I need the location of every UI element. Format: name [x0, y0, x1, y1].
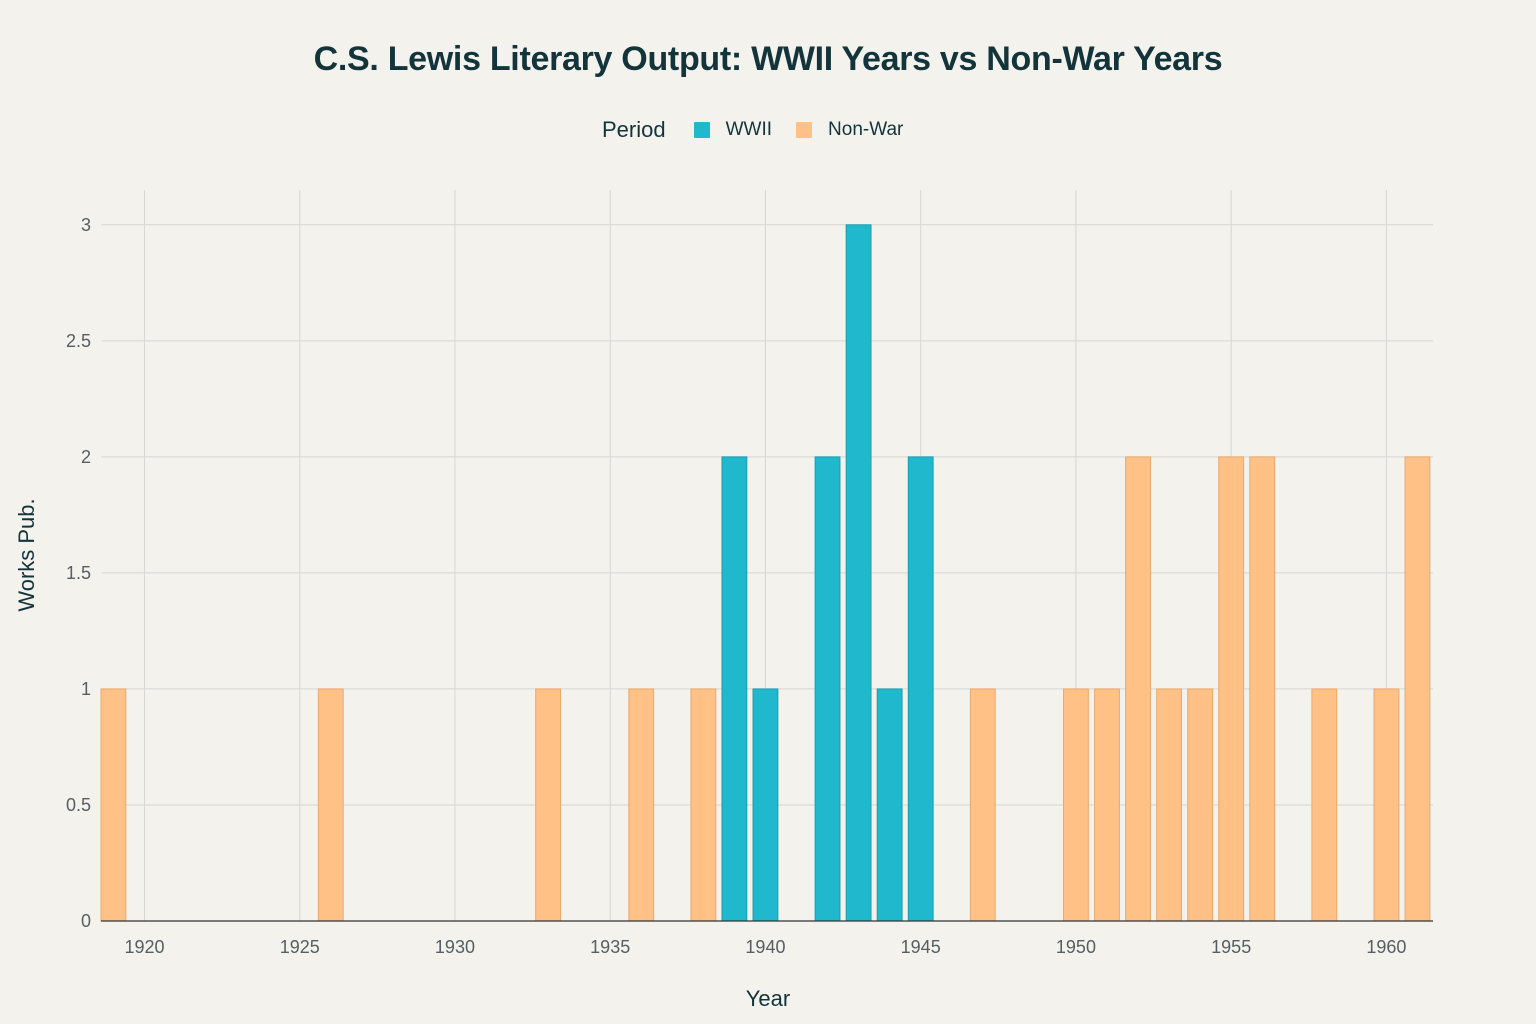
legend-swatch-wwii	[693, 122, 710, 138]
legend-item-non-war[interactable]: Non-War	[796, 119, 903, 141]
x-tick-label: 1920	[124, 937, 164, 957]
x-tick-label: 1945	[901, 937, 941, 957]
y-tick-label: 2.5	[66, 331, 91, 351]
bar-non-war-1960[interactable]	[1373, 688, 1400, 922]
bar-non-war-1958[interactable]	[1311, 688, 1338, 922]
legend-title: Period	[602, 117, 666, 142]
x-axis-title: Year	[746, 986, 790, 1011]
bar-non-war-1947[interactable]	[969, 688, 996, 922]
bar-non-war-1950[interactable]	[1063, 688, 1089, 922]
x-tick-label: 1950	[1056, 937, 1096, 957]
bar-wwii-1942[interactable]	[814, 456, 841, 922]
bar-non-war-1936[interactable]	[628, 688, 655, 922]
y-axis-title: Works Pub.	[14, 498, 39, 611]
chart-title: C.S. Lewis Literary Output: WWII Years v…	[313, 40, 1223, 78]
bar-non-war-1919[interactable]	[100, 688, 127, 922]
legend: Period WWII Non-War	[602, 115, 927, 145]
x-tick-label: 1955	[1211, 937, 1251, 957]
y-tick-label: 2	[81, 447, 91, 467]
bar-wwii-1939[interactable]	[721, 456, 748, 922]
y-tick-label: 1.5	[66, 563, 91, 583]
y-tick-label: 1	[81, 679, 91, 699]
bar-wwii-1945[interactable]	[907, 456, 934, 922]
x-tick-label: 1940	[745, 937, 785, 957]
bar-non-war-1926[interactable]	[317, 688, 344, 922]
bar-wwii-1944[interactable]	[876, 688, 903, 922]
bar-non-war-1961[interactable]	[1404, 456, 1431, 922]
bar-non-war-1933[interactable]	[535, 688, 562, 922]
legend-swatch-non-war	[796, 122, 813, 138]
bar-non-war-1956[interactable]	[1249, 456, 1276, 922]
bar-non-war-1938[interactable]	[690, 688, 717, 922]
x-tick-label: 1930	[435, 937, 475, 957]
y-tick-label: 0	[81, 911, 91, 931]
bar-non-war-1955[interactable]	[1218, 456, 1245, 922]
y-tick-label: 3	[81, 215, 91, 235]
bar-wwii-1940[interactable]	[752, 688, 779, 922]
legend-label-non-war: Non-War	[828, 119, 904, 140]
bar-non-war-1953[interactable]	[1156, 688, 1183, 922]
bars	[100, 224, 1431, 922]
bar-non-war-1951[interactable]	[1094, 688, 1120, 922]
legend-label-wwii: WWII	[725, 119, 773, 140]
y-tick-label: 0.5	[66, 795, 91, 815]
bar-non-war-1952[interactable]	[1125, 456, 1151, 922]
bar-wwii-1943[interactable]	[845, 224, 872, 922]
x-tick-label: 1925	[280, 937, 320, 957]
bar-non-war-1954[interactable]	[1187, 688, 1214, 922]
axes: 0 0.5 1 1.5 2 2.5 3 1920 1925 1930 1935 1940 1945 195…	[66, 215, 1433, 957]
x-tick-label: 1960	[1366, 937, 1406, 957]
legend-item-wwii[interactable]: WWII	[693, 119, 773, 141]
x-tick-label: 1935	[590, 937, 630, 957]
